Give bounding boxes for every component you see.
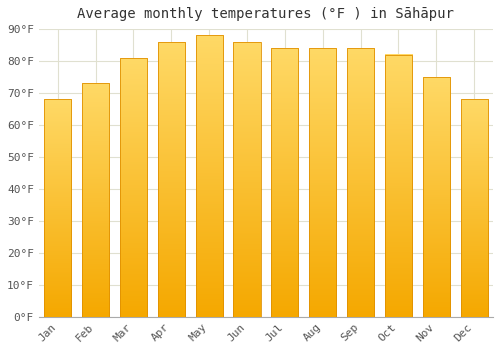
Bar: [44, 99, 72, 317]
Bar: [196, 35, 223, 317]
Bar: [158, 42, 185, 317]
Bar: [271, 48, 298, 317]
Bar: [460, 99, 488, 317]
Bar: [385, 55, 412, 317]
Bar: [82, 83, 109, 317]
Bar: [422, 77, 450, 317]
Bar: [347, 48, 374, 317]
Title: Average monthly temperatures (°F ) in Sāhāpur: Average monthly temperatures (°F ) in Sā…: [78, 7, 454, 21]
Bar: [234, 42, 260, 317]
Bar: [309, 48, 336, 317]
Bar: [120, 58, 147, 317]
